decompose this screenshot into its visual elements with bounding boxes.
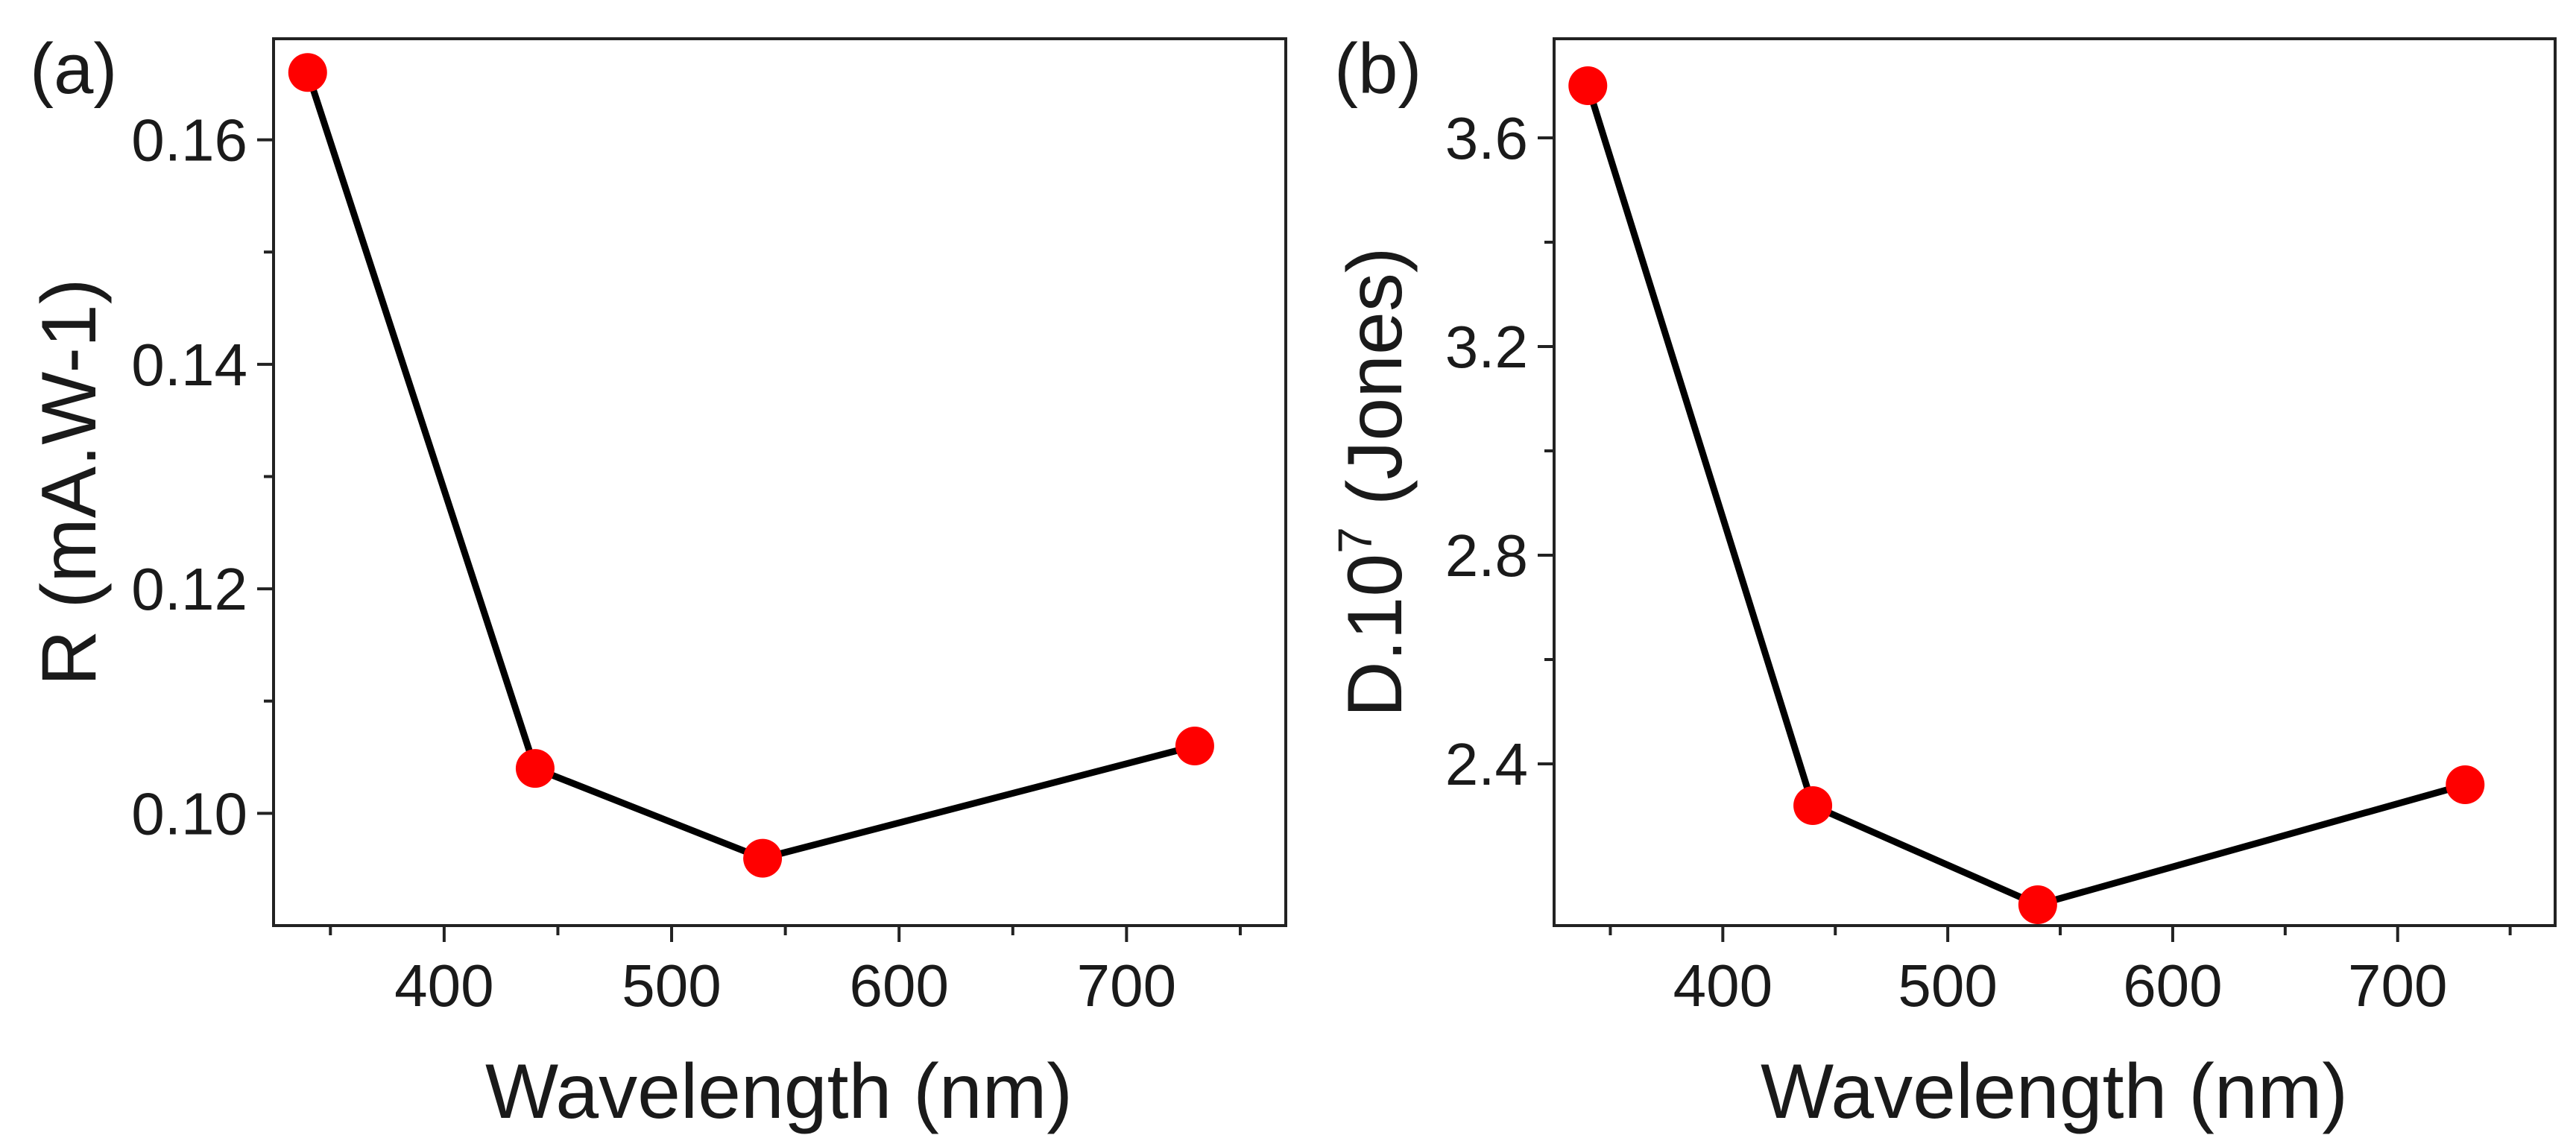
x-tick-label: 500: [1898, 952, 1997, 1019]
panel-a-y-axis-label: R (mA.W-1): [26, 279, 113, 686]
y-tick-label: 0.10: [131, 780, 247, 847]
panel-a-x-tick-labels: 400 500 600 700: [394, 952, 1176, 1019]
y-tick-label: 0.12: [131, 556, 247, 622]
panel-a-y-tick-labels: 0.10 0.12 0.14 0.16: [131, 107, 247, 847]
x-tick-label: 400: [1673, 952, 1772, 1019]
y-tick-label: 2.4: [1445, 731, 1528, 797]
panel-b-series-line: [1584, 84, 2466, 908]
panel-b-y-axis-label-exponent: 7: [1328, 527, 1382, 554]
y-tick-label: 0.14: [131, 332, 247, 398]
x-tick-label: 700: [1077, 952, 1176, 1019]
y-tick-label: 3.6: [1445, 105, 1528, 171]
data-point-marker: [1175, 726, 1214, 765]
panel-a-label: (a): [30, 29, 117, 109]
data-point-marker: [1568, 66, 1608, 105]
panel-a-x-axis-label: Wavelength (nm): [485, 1049, 1073, 1135]
panel-b-y-axis-label: D.107 (Jones): [1328, 247, 1418, 718]
panel-b-y-axis-label-unit: (Jones): [1332, 247, 1418, 528]
data-point-marker: [2446, 765, 2485, 804]
x-tick-label: 600: [2123, 952, 2222, 1019]
y-tick-label: 3.2: [1445, 314, 1528, 380]
x-tick-label: 500: [622, 952, 721, 1019]
x-tick-label: 600: [849, 952, 948, 1019]
panel-a-markers: [288, 53, 1214, 878]
panel-b-x-axis-label: Wavelength (nm): [1761, 1049, 2348, 1135]
panel-b-markers: [1568, 66, 2485, 924]
x-tick-label: 400: [394, 952, 493, 1019]
panel-b-y-tick-labels: 2.4 2.8 3.2 3.6: [1445, 105, 1528, 797]
panel-b-chart: (b) 400 500 600 700 2.4 2.8 3.2 3.6 Wavelength…: [1328, 29, 2557, 1135]
data-point-marker: [515, 749, 555, 788]
y-tick-label: 2.8: [1445, 522, 1528, 589]
panel-a-series-line: [304, 71, 1196, 862]
data-point-marker: [288, 53, 327, 92]
x-tick-label: 700: [2348, 952, 2447, 1019]
panel-b-ticks: [1538, 136, 2512, 942]
panel-a-chart: (a) 400 500 600 700 0.10 0.12 0.14 0.16 Wavele…: [26, 29, 1287, 1135]
panel-b-label: (b): [1334, 29, 1421, 109]
panel-a-ticks: [257, 138, 1242, 942]
panel-b-x-tick-labels: 400 500 600 700: [1673, 952, 2448, 1019]
data-point-marker: [1793, 786, 1833, 825]
panel-a-plot-frame: [272, 37, 1287, 927]
panel-b-y-axis-label-base: D.10: [1332, 554, 1418, 718]
y-tick-label: 0.16: [131, 107, 247, 174]
data-point-marker: [2018, 885, 2057, 924]
panel-b-plot-frame: [1553, 37, 2557, 927]
data-point-marker: [743, 838, 783, 878]
